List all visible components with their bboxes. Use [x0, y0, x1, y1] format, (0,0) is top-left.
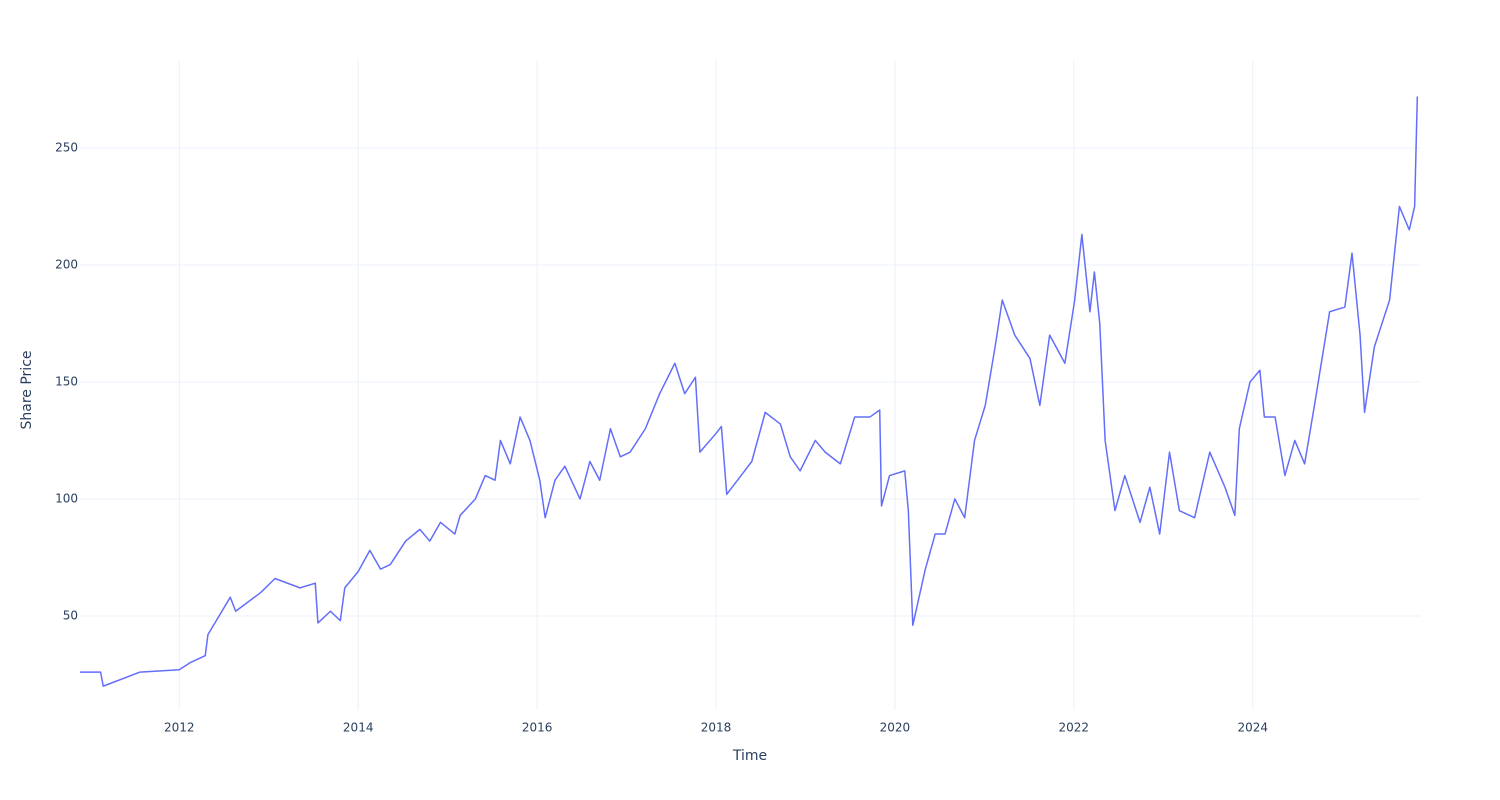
- y-tick-label: 250: [55, 140, 78, 154]
- y-tick-label: 50: [63, 608, 78, 622]
- y-tick-label: 150: [55, 374, 78, 388]
- y-axis-title: Share Price: [19, 350, 35, 429]
- x-tick-label: 2024: [1237, 721, 1268, 735]
- y-tick-label: 100: [55, 491, 78, 505]
- price-line: [80, 96, 1419, 687]
- x-tick-label: 2022: [1059, 721, 1090, 735]
- x-tick-label: 2012: [164, 721, 195, 735]
- x-tick-label: 2016: [522, 721, 553, 735]
- x-tick-label: 2020: [880, 721, 911, 735]
- x-tick-label: 2014: [343, 721, 374, 735]
- y-tick-label: 200: [55, 257, 78, 271]
- x-tick-label: 2018: [701, 721, 732, 735]
- x-axis-title: Time: [732, 748, 767, 764]
